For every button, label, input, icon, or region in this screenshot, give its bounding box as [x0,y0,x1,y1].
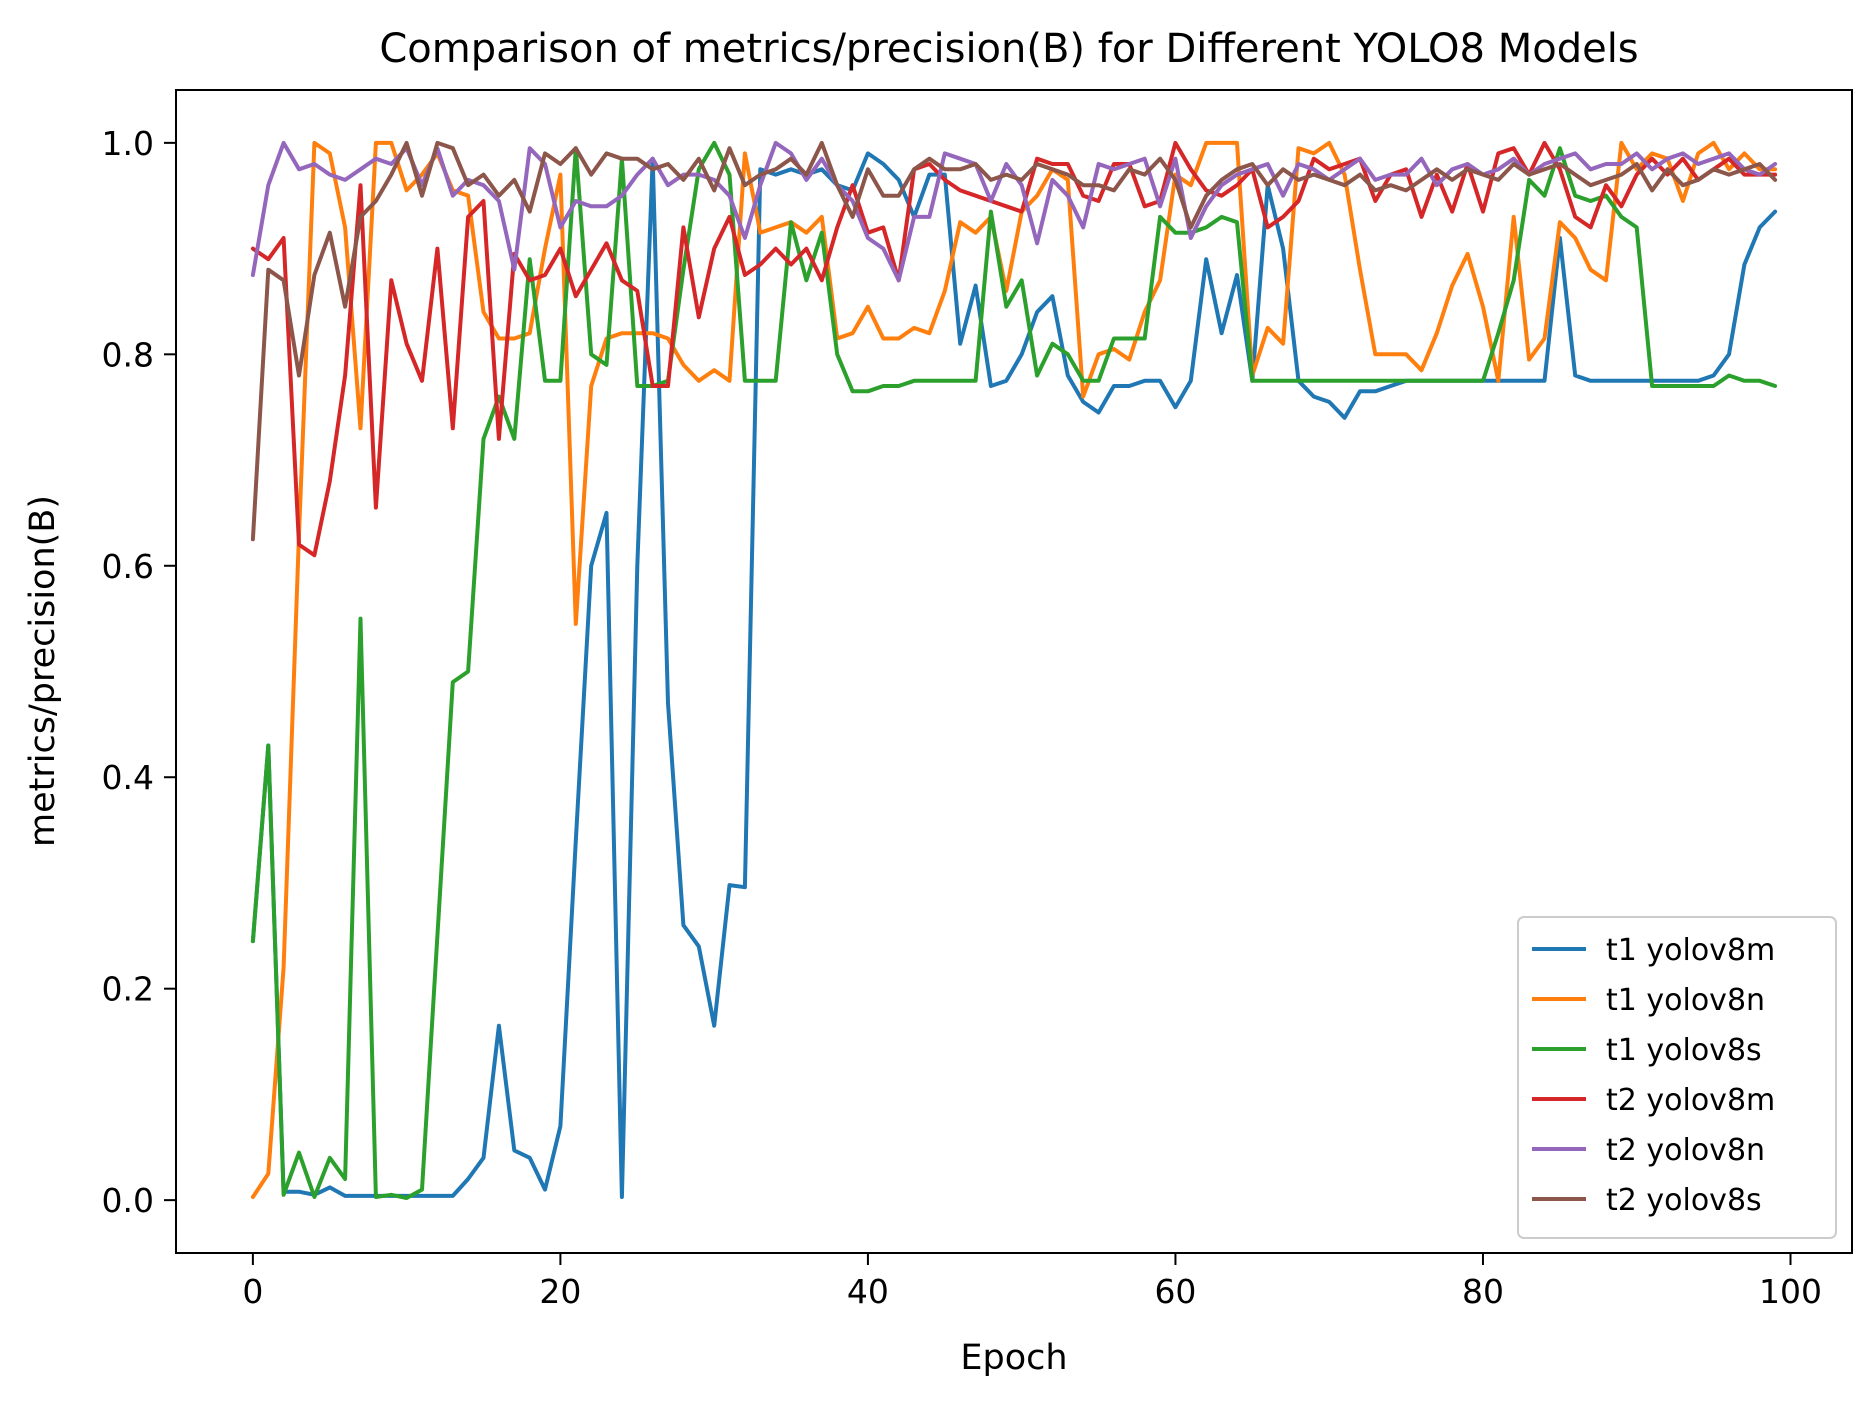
y-tick-label: 0.6 [102,547,154,586]
x-tick-label: 100 [1759,1272,1822,1311]
x-axis: 0 20 40 60 80 100 [242,1253,1822,1311]
legend: t1 yolov8m t1 yolov8n t1 yolov8s t2 yolov8m… [1517,916,1837,1239]
y-tick-label: 0.2 [102,970,154,1009]
y-tick-label: 0.8 [102,335,154,374]
legend-label: t2 yolov8m [1606,1083,1775,1118]
x-tick-label: 20 [539,1272,581,1311]
legend-label: t2 yolov8n [1606,1133,1765,1168]
legend-label: t1 yolov8n [1606,983,1765,1018]
plot-series-group [250,140,1778,1200]
y-tick-label: 1.0 [102,124,154,163]
x-tick-label: 60 [1154,1272,1196,1311]
legend-label: t1 yolov8m [1606,933,1775,968]
y-tick-label: 0.0 [102,1181,154,1220]
series-line-t1-yolov8s [250,140,1778,1200]
x-axis-label: Epoch [960,1338,1067,1378]
chart-title: Comparison of metrics/precision(B) for D… [379,26,1638,72]
plot-frame [175,89,1853,1254]
series-line-t2-yolov8m [250,140,1778,558]
series-line-t2-yolov8n [250,140,1778,283]
series-line-t1-yolov8m [250,151,1778,1199]
x-tick-label: 80 [1462,1272,1504,1311]
legend-box [1517,916,1837,1239]
x-tick-label: 40 [847,1272,889,1311]
legend-label: t1 yolov8s [1606,1033,1762,1068]
y-axis: 0.0 0.2 0.4 0.6 0.8 1.0 [102,124,176,1220]
series-line-t2-yolov8s [250,140,1778,542]
y-tick-label: 0.4 [102,758,154,797]
legend-label: t2 yolov8s [1606,1183,1762,1218]
y-axis-label: metrics/precision(B) [23,495,63,847]
x-tick-label: 0 [242,1272,263,1311]
